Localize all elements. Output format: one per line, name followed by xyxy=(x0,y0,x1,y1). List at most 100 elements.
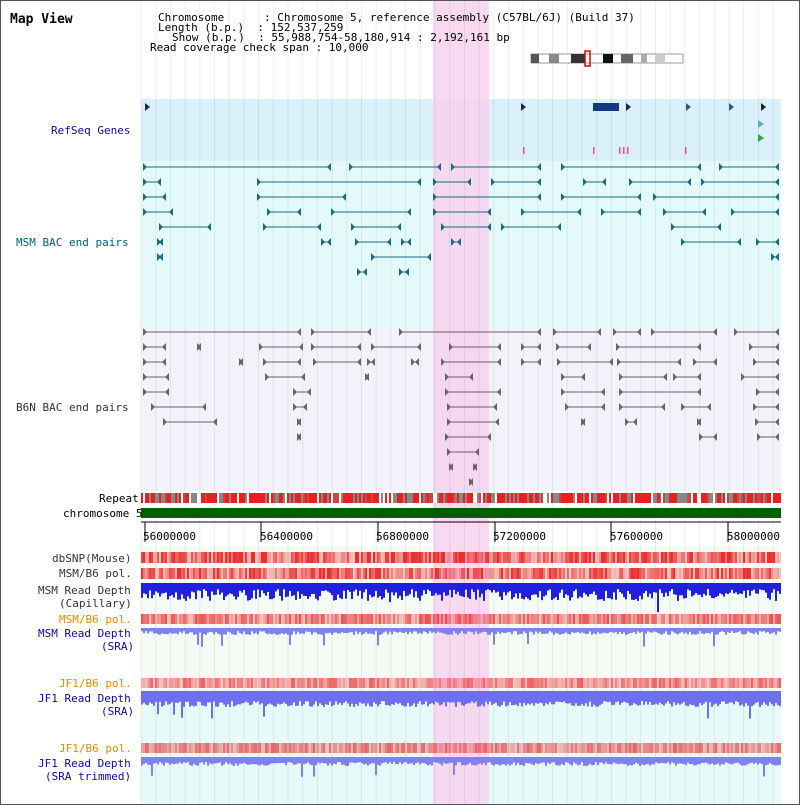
msm-pol-sra-bin xyxy=(247,614,249,624)
jf1-pol-trim-bin xyxy=(605,743,607,753)
repeat-bin xyxy=(591,493,593,503)
msm-pol-sra-bin xyxy=(649,614,651,624)
msm-sra-depth-bin xyxy=(417,628,419,634)
b6n-bac-pair-end xyxy=(756,388,760,396)
jf1-trim-depth-bin xyxy=(473,757,475,766)
msm-pol-sra-bin xyxy=(707,614,709,624)
msm-cap-depth-bin xyxy=(413,583,415,598)
dbsnp-bin xyxy=(183,552,185,563)
repeat-bin xyxy=(521,493,523,503)
msm-bac-label[interactable]: MSM BAC end pairs xyxy=(16,236,129,249)
repeat-bin xyxy=(675,493,677,503)
repeat-bin xyxy=(497,493,499,503)
msm-cap-depth-bin xyxy=(173,583,175,598)
msm-pol-bin xyxy=(767,568,769,579)
jf1-pol-trim-bin xyxy=(765,743,767,753)
repeat-bin xyxy=(537,493,539,503)
repeat-bin xyxy=(355,493,357,503)
jf1-pol-trim-bin xyxy=(521,743,523,753)
refseq-genes-label[interactable]: RefSeq Genes xyxy=(51,124,131,137)
msm-pol-sra-bin xyxy=(559,614,561,624)
b6n-bac-pair-end xyxy=(447,448,451,456)
b6n-bac-pair-end xyxy=(311,328,315,336)
msm-pol-sra-bin xyxy=(183,614,185,624)
jf1-pol-trim-bin xyxy=(457,743,459,753)
msm-sra-depth-bin xyxy=(397,628,399,633)
dbsnp-bin xyxy=(455,552,457,563)
jf1-pol-trim-bin xyxy=(673,743,675,753)
jf1-pol-bin xyxy=(369,678,371,688)
jf1-pol-trim-bin xyxy=(283,743,285,753)
jf1-pol-trim-bin xyxy=(645,743,647,753)
dbsnp-bin xyxy=(371,552,373,563)
msm-pol-bin xyxy=(529,568,531,579)
repeat-bin xyxy=(249,493,251,503)
msm-sra-depth-bin xyxy=(469,628,471,632)
msm-cap-depth-bin xyxy=(279,583,281,597)
repeat-bin xyxy=(593,493,595,503)
jf1-pol-trim-bin xyxy=(697,743,699,753)
dbsnp-bin xyxy=(665,552,667,563)
msm-pol-sra-bin xyxy=(531,614,533,624)
msm-cap-depth-bin xyxy=(661,583,663,594)
msm-pol-sra-bin xyxy=(435,614,437,624)
dbsnp-bin xyxy=(619,552,621,563)
jf1-pol-bin xyxy=(285,678,287,688)
msm-sra-depth-bin xyxy=(385,628,387,632)
jf1-pol-bin xyxy=(163,678,165,688)
msm-cap-depth-bin xyxy=(579,583,581,597)
b6n-bac-pair-end xyxy=(297,358,301,366)
jf1-sra-depth-bin xyxy=(429,691,431,704)
jf1-pol-bin xyxy=(747,678,749,688)
repeat-bin xyxy=(695,493,697,503)
jf1-trim-depth-bin xyxy=(723,757,725,765)
msm-cap-depth-bin xyxy=(667,583,669,597)
dbsnp-bin xyxy=(399,552,401,563)
dbsnp-bin xyxy=(329,552,331,563)
repeat-bin xyxy=(275,493,277,503)
b6n-bac-pair-end xyxy=(681,403,685,411)
jf1-trim-depth-bin xyxy=(503,757,505,765)
repeat-bin xyxy=(637,493,639,503)
jf1-trim-depth-bin xyxy=(579,757,581,765)
jf1-trim-depth-bin xyxy=(447,757,449,764)
repeat-bin xyxy=(527,493,529,503)
jf1-sra-depth-bin xyxy=(519,691,521,703)
jf1-trim-depth-bin xyxy=(539,757,541,764)
msm-pol-bin xyxy=(235,568,237,579)
msm-pol-bin xyxy=(671,568,673,579)
jf1-pol-trim-bin xyxy=(651,743,653,753)
msm-pol-sra-bin xyxy=(297,614,299,624)
repeat-bin xyxy=(295,493,297,503)
repeat-bin xyxy=(419,493,421,503)
msm-sra-depth-bin xyxy=(585,628,587,635)
jf1-pol-trim-bin xyxy=(667,743,669,753)
msm-pol-sra-bin xyxy=(519,614,521,624)
b6n-bac-pair-end xyxy=(497,343,501,351)
jf1-pol-trim-bin xyxy=(241,743,243,753)
jf1-pol-bin xyxy=(291,678,293,688)
jf1-pol-bin xyxy=(319,678,321,688)
jf1-pol-bin xyxy=(761,678,763,688)
msm-pol-sra-bin xyxy=(471,614,473,624)
jf1-trim-depth-bin xyxy=(545,757,547,766)
jf1-pol-bin xyxy=(557,678,559,688)
dbsnp-bin xyxy=(215,552,217,563)
msm-sra-depth-bin xyxy=(747,628,749,632)
dbsnp-bin xyxy=(213,552,215,563)
jf1-pol-trim-bin xyxy=(477,743,479,753)
msm-sra-depth-bin xyxy=(273,628,275,634)
repeat-bin xyxy=(679,493,681,503)
b6n-bac-label[interactable]: B6N BAC end pairs xyxy=(16,401,129,414)
repeat-bin xyxy=(451,493,453,503)
msm-sra-depth-bin xyxy=(517,628,519,635)
jf1-pol-bin xyxy=(257,678,259,688)
jf1-trim-depth-bin xyxy=(327,757,329,766)
b6n-bac-pair-end xyxy=(663,373,667,381)
jf1-pol-bin xyxy=(393,678,395,688)
jf1-trim-depth-bin xyxy=(741,757,743,766)
msm-cap-depth-bin xyxy=(761,583,763,590)
jf1-pol-trim-bin xyxy=(437,743,439,753)
msm-cap-depth-bin xyxy=(161,583,163,594)
